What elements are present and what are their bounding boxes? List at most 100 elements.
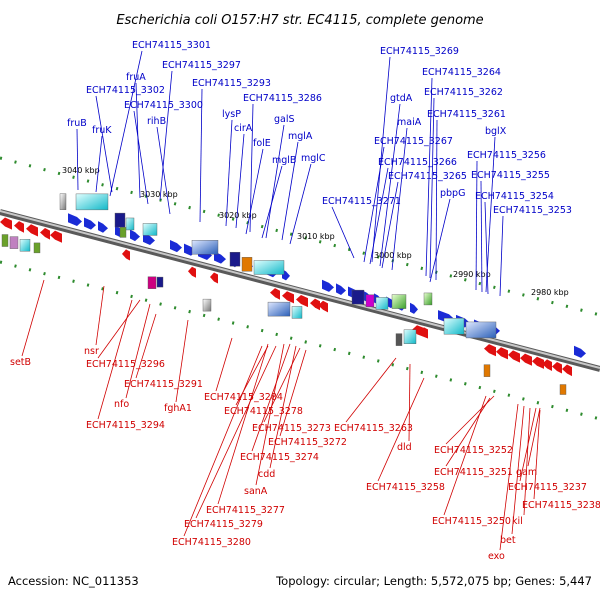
bottom-label-leader — [21, 279, 45, 357]
feature-box — [395, 333, 403, 346]
top-label-leader — [381, 181, 399, 269]
bottom-label-leader — [97, 299, 133, 420]
top-label-leader — [425, 77, 433, 277]
gene-labels: ECH74115_3301 ECH74115_3297 fruA ECH74115_3… — [10, 40, 600, 562]
scale-tick-label: 2990 kbp — [453, 270, 491, 279]
reverse-gene-arrow — [552, 361, 562, 374]
top-gene-label: ECH74115_3254 — [475, 191, 554, 202]
bottom-label-leader — [443, 395, 487, 516]
top-label-leader — [371, 56, 391, 263]
top-gene-label: ECH74115_3271 — [322, 196, 401, 207]
bottom-label-leader — [269, 345, 297, 469]
bottom-gene-label: nfo — [114, 399, 129, 410]
feature-box — [483, 364, 491, 377]
top-gene-label: ECH74115_3286 — [243, 93, 322, 104]
bottom-label-leader — [235, 345, 269, 406]
top-label-leader — [369, 167, 389, 265]
top-label-leader — [475, 160, 478, 291]
top-gene-label: fruK — [92, 125, 112, 136]
bottom-gene-label: ECH74115_3258 — [366, 482, 445, 493]
forward-gene-arrow — [336, 283, 346, 296]
top-gene-label: ECH74115_3262 — [424, 87, 503, 98]
reverse-gene-arrow — [0, 217, 12, 230]
bottom-label-leader — [511, 405, 525, 535]
top-gene-label: ECH74115_3269 — [380, 46, 459, 57]
reverse-gene-arrow — [532, 356, 544, 369]
feature-box — [147, 276, 157, 289]
top-label-leader — [261, 165, 283, 239]
top-label-leader — [95, 135, 103, 193]
feature-box — [114, 212, 126, 228]
bottom-gene-label: ECH74115_3274 — [240, 452, 319, 463]
feature-box — [241, 257, 253, 272]
bottom-gene-label: ECH74115_3284 — [204, 392, 283, 403]
top-gene-label: ECH74115_3300 — [124, 100, 203, 111]
top-gene-label: ECH74115_3293 — [192, 78, 271, 89]
forward-gene-arrow — [98, 221, 108, 233]
bottom-label-leader — [135, 313, 157, 379]
top-gene-label: ECH74115_3253 — [493, 205, 572, 216]
bottom-gene-label: ECH74115_3272 — [268, 437, 347, 448]
top-gene-label: maiA — [397, 117, 422, 128]
reverse-gene-arrow — [508, 350, 520, 363]
forward-gene-arrow — [68, 213, 82, 226]
bottom-gene-label: exo — [488, 551, 505, 562]
top-label-leader — [245, 148, 264, 235]
bottom-label-leader — [533, 409, 541, 500]
bottom-gene-label: ECH74115_3296 — [86, 359, 165, 370]
feature-box — [559, 384, 567, 395]
feature-box — [229, 251, 241, 267]
reverse-gene-arrow — [318, 300, 328, 313]
top-gene-label: fruB — [67, 118, 87, 129]
bottom-gene-label: bet — [500, 535, 516, 546]
top-label-leader — [499, 215, 504, 297]
bottom-gene-label: ECH74115_3278 — [224, 406, 303, 417]
reverse-gene-arrow — [188, 266, 196, 278]
top-label-leader — [289, 163, 312, 245]
forward-gene-arrow — [84, 217, 96, 230]
top-gene-label: fruA — [126, 72, 146, 83]
top-label-leader — [429, 97, 435, 279]
feature-box — [443, 317, 465, 335]
bottom-gene-label: cdd — [258, 469, 275, 480]
bottom-gene-label: ECH74115_3277 — [206, 505, 285, 516]
bottom-label-leader — [195, 345, 277, 519]
reverse-gene-arrow — [484, 344, 496, 357]
top-gene-label: ECH74115_3265 — [388, 171, 467, 182]
top-gene-label: ECH74115_3266 — [378, 157, 457, 168]
forward-gene-arrow — [410, 302, 418, 314]
bottom-gene-label: fghA1 — [164, 403, 192, 414]
top-gene-label: pbpG — [440, 188, 465, 199]
forward-gene-arrow — [574, 345, 586, 358]
bottom-label-leader — [217, 343, 269, 505]
bottom-label-leader — [408, 363, 411, 442]
bottom-gene-label: ECH74115_3237 — [508, 482, 587, 493]
feature-box — [423, 292, 433, 306]
feature-box — [191, 240, 219, 255]
bottom-gene-label: dld — [397, 442, 412, 453]
top-gene-label: galS — [274, 114, 295, 125]
bottom-gene-label: ECH74115_3252 — [434, 445, 513, 456]
feature-box — [19, 239, 31, 252]
top-gene-label: folE — [253, 138, 271, 149]
bottom-label-leader — [125, 303, 151, 399]
top-label-leader — [109, 50, 143, 197]
reverse-gene-arrow — [420, 327, 428, 339]
label-leaders — [21, 50, 541, 551]
bottom-gene-label: ECH74115_3279 — [184, 519, 263, 530]
scale-tick-label: 2980 kbp — [531, 288, 569, 297]
forward-gene-arrow — [170, 239, 182, 253]
bottom-label-leader — [183, 345, 263, 537]
map-title: Escherichia coli O157:H7 str. EC4115, co… — [116, 13, 483, 28]
reverse-gene-arrow — [562, 364, 572, 377]
reverse-gene-arrow — [496, 347, 508, 360]
forward-gene-arrow — [130, 229, 140, 242]
reverse-gene-arrow — [542, 359, 552, 371]
top-gene-label: ECH74115_3302 — [86, 85, 165, 96]
bottom-gene-label: sanA — [244, 486, 268, 497]
scale-tick-label: 3030 kbp — [140, 190, 178, 199]
bottom-label-leader — [255, 343, 285, 486]
top-gene-label: mglA — [288, 131, 313, 142]
